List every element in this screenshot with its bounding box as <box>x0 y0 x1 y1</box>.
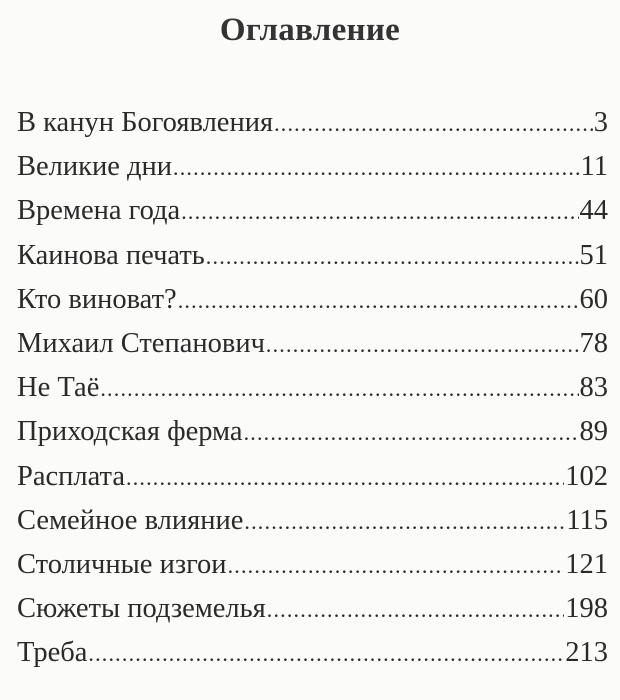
dot-leader <box>126 465 564 491</box>
entry-title: Семейное влияние <box>17 504 244 536</box>
toc-entry: Не Таё 83 <box>17 372 608 416</box>
dot-leader <box>274 111 593 137</box>
dot-leader <box>244 420 579 446</box>
toc-entry: Великие дни 11 <box>17 151 608 195</box>
toc-entry: Семейное влияние 115 <box>17 505 608 549</box>
dot-leader <box>267 597 565 623</box>
entry-page-number: 11 <box>580 151 608 183</box>
entry-title: Приходская ферма <box>17 416 243 448</box>
entry-title: Сюжеты подземелья <box>17 593 266 625</box>
toc-entry: Михаил Степанович 78 <box>17 328 608 372</box>
entry-title: Великие дни <box>17 151 173 183</box>
entry-page-number: 83 <box>579 372 609 404</box>
entry-page-number: 51 <box>579 239 609 271</box>
entry-title: Каинова печать <box>17 239 205 271</box>
entry-title: Михаил Степанович <box>17 327 265 359</box>
toc-entry: Кто виноват? 60 <box>17 284 608 328</box>
toc-entry: Приходская ферма 89 <box>17 416 608 460</box>
dot-leader <box>100 376 578 402</box>
toc-entry: Треба 213 <box>17 637 608 681</box>
entry-page-number: 102 <box>565 460 608 492</box>
entry-page-number: 44 <box>579 195 609 227</box>
entry-page-number: 89 <box>579 416 609 448</box>
table-of-contents: В канун Богоявления 3 Великие дни 11 Времена… <box>17 107 608 681</box>
toc-entry: Каинова печать 51 <box>17 240 608 284</box>
entry-page-number: 60 <box>579 283 609 315</box>
entry-page-number: 121 <box>565 548 608 580</box>
toc-entry: Сюжеты подземелья 198 <box>17 593 608 637</box>
entry-title: Столичные изгои <box>17 548 227 580</box>
toc-entry: В канун Богоявления 3 <box>17 107 608 151</box>
dot-leader <box>266 332 579 358</box>
dot-leader <box>244 509 565 535</box>
dot-leader <box>181 199 578 225</box>
dot-leader <box>206 244 579 270</box>
toc-entry: Расплата 102 <box>17 461 608 505</box>
dot-leader <box>178 288 579 314</box>
dot-leader <box>88 641 564 667</box>
toc-entry: Времена года 44 <box>17 195 608 239</box>
entry-page-number: 213 <box>565 637 608 669</box>
toc-entry: Столичные изгои 121 <box>17 549 608 593</box>
entry-page-number: 198 <box>565 593 608 625</box>
entry-title: Расплата <box>17 460 125 492</box>
entry-page-number: 78 <box>579 327 609 359</box>
entry-title: Не Таё <box>17 372 100 404</box>
dot-leader <box>228 553 565 579</box>
entry-title: Кто виноват? <box>17 283 177 315</box>
page-title: Оглавление <box>219 12 401 48</box>
entry-title: Треба <box>17 637 88 669</box>
entry-title: Времена года <box>17 195 181 227</box>
entry-page-number: 115 <box>566 504 608 536</box>
entry-title: В канун Богоявления <box>17 107 274 138</box>
dot-leader <box>173 155 580 181</box>
entry-page-number: 3 <box>593 107 608 138</box>
